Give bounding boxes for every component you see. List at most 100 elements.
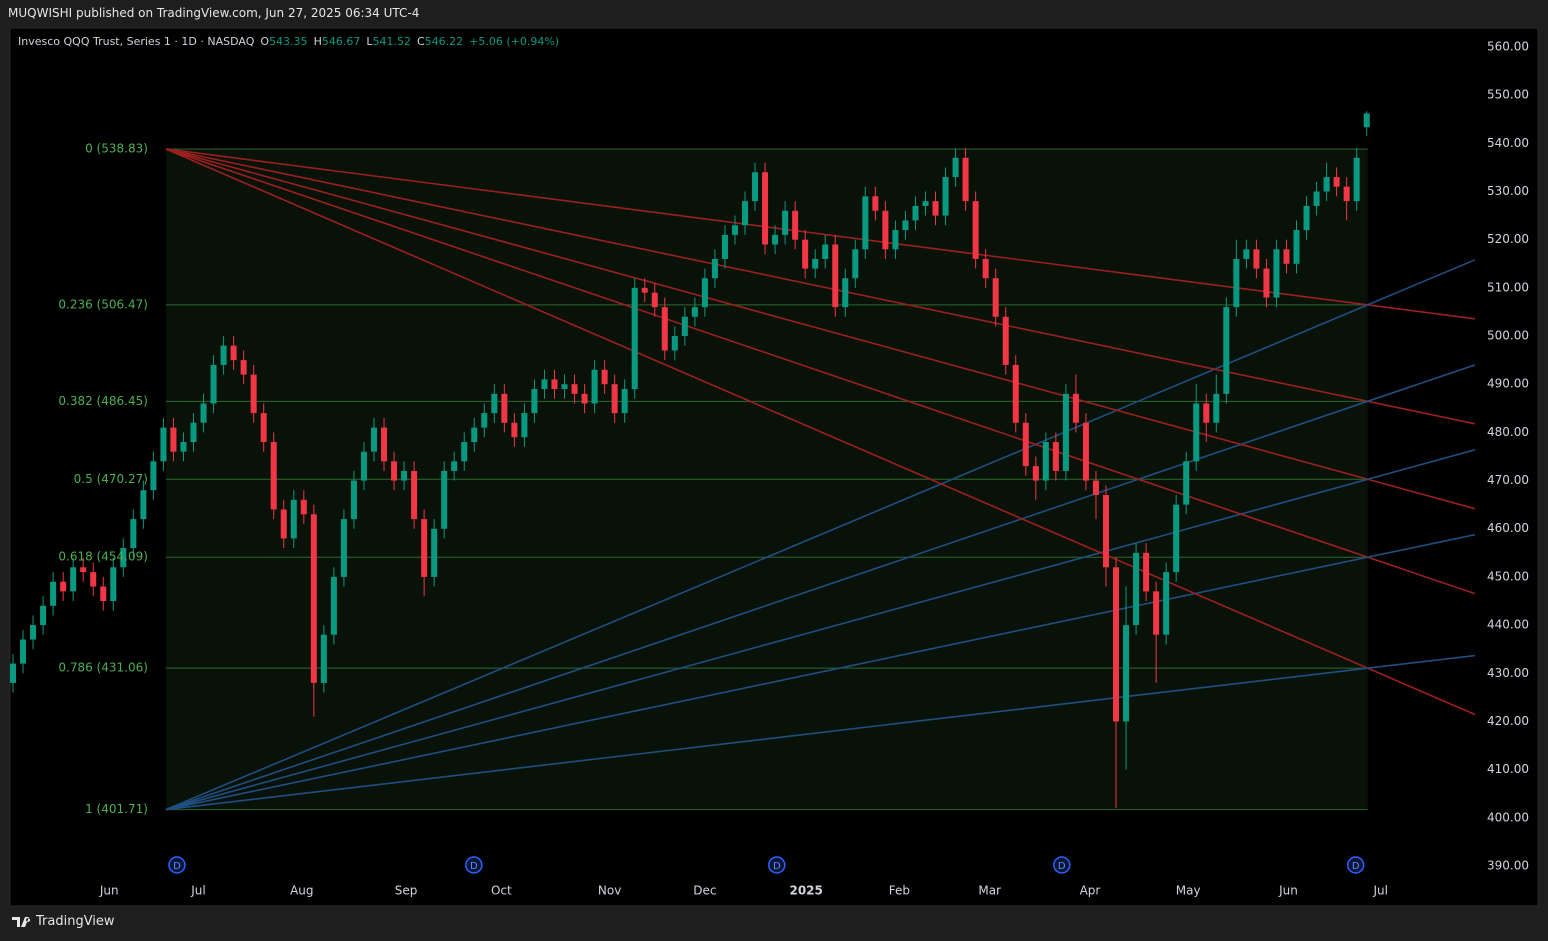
x-tick-label: Apr <box>1080 884 1101 898</box>
candle-body <box>1183 461 1190 505</box>
candle-body <box>521 413 528 438</box>
dividend-marker <box>465 856 483 874</box>
candle-body <box>300 499 307 515</box>
x-tick-label: Feb <box>889 884 910 898</box>
fib-fan-up <box>165 259 1475 811</box>
candle-body <box>260 413 267 443</box>
candle-body <box>250 374 257 414</box>
candle-body <box>1263 268 1270 298</box>
y-tick-label: 540.00 <box>1487 136 1529 150</box>
logo <box>12 916 31 927</box>
candle-body <box>1123 625 1130 722</box>
legend-title: Invesco QQQ Trust, Series 1 · 1D · NASDA… <box>18 35 255 48</box>
publish-header: MUQWISHI published on TradingView.com, J… <box>8 6 420 20</box>
candle-body <box>360 451 367 481</box>
dividend-marker <box>1053 856 1071 874</box>
fib-label: 0.786 (431.06) <box>58 661 148 675</box>
candle-body <box>551 379 558 390</box>
candle-body <box>280 509 287 539</box>
candle-body <box>1153 591 1160 635</box>
candle-body <box>1113 567 1120 722</box>
candle-body <box>120 548 127 568</box>
candle-body <box>140 490 147 520</box>
candle-body <box>391 461 398 481</box>
legend-value: 546.22 <box>425 35 464 48</box>
candle-body <box>782 210 789 235</box>
candle-body <box>501 393 508 423</box>
y-tick-label: 470.00 <box>1487 473 1529 487</box>
candle-body <box>10 663 17 683</box>
y-tick-label: 560.00 <box>1487 39 1529 53</box>
candle-body <box>1193 403 1200 462</box>
candle-body <box>1343 186 1350 202</box>
candle-body <box>792 210 799 240</box>
candle-body <box>401 470 408 481</box>
candle-body <box>220 345 227 365</box>
legend-value: 543.35 <box>269 35 308 48</box>
candle-body <box>651 292 658 308</box>
candle-body <box>581 393 588 404</box>
legend-value: 546.67 <box>322 35 361 48</box>
x-tick-label: Oct <box>491 884 512 898</box>
candle-body <box>190 422 197 443</box>
y-tick-label: 520.00 <box>1487 232 1529 246</box>
y-tick-label: 460.00 <box>1487 521 1529 535</box>
candle-body <box>762 172 769 245</box>
fib-label: 0 (538.83) <box>85 141 148 155</box>
candle-body <box>1022 422 1029 467</box>
x-tick-label: Jun <box>99 884 119 898</box>
candle-body <box>862 196 869 250</box>
candle-body <box>1203 403 1210 423</box>
candle-body <box>1062 393 1069 471</box>
x-tick-label: Dec <box>693 884 716 898</box>
candle-body <box>30 625 37 640</box>
candle-body <box>1173 504 1180 573</box>
candle-body <box>1213 393 1220 423</box>
candle-body <box>721 234 728 259</box>
candle-body <box>1163 572 1170 635</box>
fib-fan-up <box>165 654 1475 811</box>
candle-body <box>471 427 478 443</box>
candle-body <box>1363 113 1370 128</box>
candle-body <box>210 364 217 404</box>
candle-body <box>922 201 929 206</box>
legend-value: 541.52 <box>372 35 411 48</box>
candle-body <box>481 413 488 428</box>
y-tick-label: 390.00 <box>1487 858 1529 872</box>
legend-key: C <box>417 35 425 48</box>
dividend-label: D <box>173 861 181 872</box>
candle-body <box>772 234 779 245</box>
legend-line: Invesco QQQ Trust, Series 1 · 1D · NASDA… <box>18 35 559 48</box>
candle-body <box>230 345 237 361</box>
candle-body <box>611 384 618 414</box>
y-tick-label: 430.00 <box>1487 666 1529 680</box>
candle-body <box>451 461 458 471</box>
candle-body <box>731 225 738 235</box>
dividend-marker <box>1346 856 1365 874</box>
candle-body <box>411 470 418 520</box>
y-tick-label: 550.00 <box>1487 88 1529 102</box>
candle-body <box>1102 495 1110 568</box>
fib-label: 0.382 (486.45) <box>58 394 148 408</box>
candle-body <box>310 514 317 683</box>
candle-body <box>802 239 809 269</box>
y-tick-label: 490.00 <box>1487 377 1529 391</box>
chart-frame <box>9 27 1539 907</box>
dividend-marker <box>768 856 786 874</box>
candle-body <box>461 442 468 462</box>
candle-body <box>110 567 117 602</box>
candle-body <box>681 316 688 337</box>
candle-body <box>591 369 598 404</box>
candle-body <box>832 244 839 308</box>
candle-body <box>350 480 357 520</box>
x-tick-label: Nov <box>598 884 621 898</box>
fib-fan-up <box>165 449 1475 811</box>
candle-body <box>70 567 77 592</box>
candle-body <box>852 249 859 279</box>
candle-body <box>1353 157 1360 202</box>
footer: TradingView <box>12 914 115 929</box>
x-tick-label: Jun <box>1278 884 1298 898</box>
legend: Invesco QQQ Trust, Series 1 · 1D · NASDA… <box>18 35 559 48</box>
candle-body <box>892 230 899 250</box>
